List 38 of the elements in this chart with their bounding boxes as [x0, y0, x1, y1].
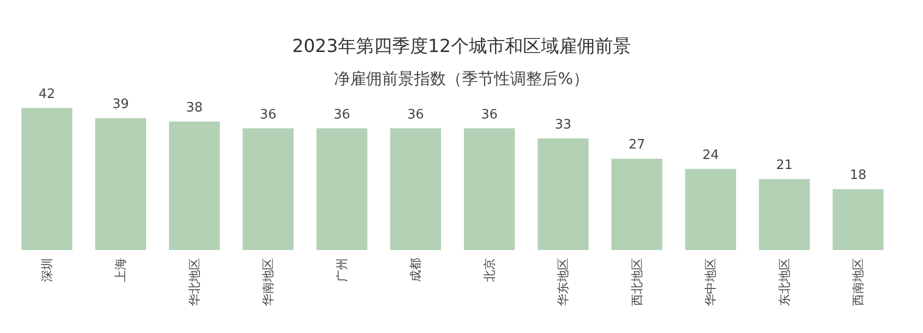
bar: [168, 122, 220, 250]
bar: [21, 108, 72, 250]
x-tick-label: 上海: [114, 258, 128, 282]
bar: [685, 168, 736, 250]
x-tick-label: 北京: [482, 258, 496, 282]
chart-subtitle: 净雇佣前景指数（季节性调整后%）: [334, 69, 590, 88]
bar: [95, 118, 146, 250]
data-label: 18: [850, 168, 866, 184]
x-tick-label: 华中地区: [704, 258, 718, 306]
x-tick-label: 东北地区: [777, 258, 792, 306]
x-tick-label: 广州: [334, 258, 349, 282]
bar: [316, 128, 368, 250]
x-tick-label: 华南地区: [261, 258, 276, 306]
x-tick-label: 西南地区: [851, 258, 866, 306]
data-label: 36: [407, 107, 424, 122]
bar: [390, 128, 442, 250]
data-label: 38: [186, 100, 203, 116]
data-label: 42: [38, 87, 56, 102]
bar: [538, 138, 589, 250]
bar: [611, 158, 662, 250]
bar: [758, 179, 810, 250]
data-label: 27: [628, 138, 646, 153]
data-label: 39: [112, 97, 129, 112]
x-tick-label: 西北地区: [630, 258, 644, 306]
x-tick-label: 成都: [408, 258, 423, 282]
data-label: 24: [702, 148, 719, 163]
data-label: 36: [334, 107, 350, 122]
chart-title: 2023年第四季度12个城市和区域雇佣前景: [292, 36, 631, 57]
data-label: 36: [481, 107, 498, 122]
x-tick-label: 华北地区: [187, 258, 202, 306]
x-tick-label: 华东地区: [556, 258, 570, 306]
x-tick-label: 深圳: [40, 258, 54, 282]
bar: [464, 128, 515, 250]
data-label: 33: [554, 117, 572, 132]
data-label: 36: [260, 107, 276, 122]
bar: [832, 189, 884, 250]
bar: [242, 128, 294, 250]
data-label: 21: [776, 158, 793, 173]
